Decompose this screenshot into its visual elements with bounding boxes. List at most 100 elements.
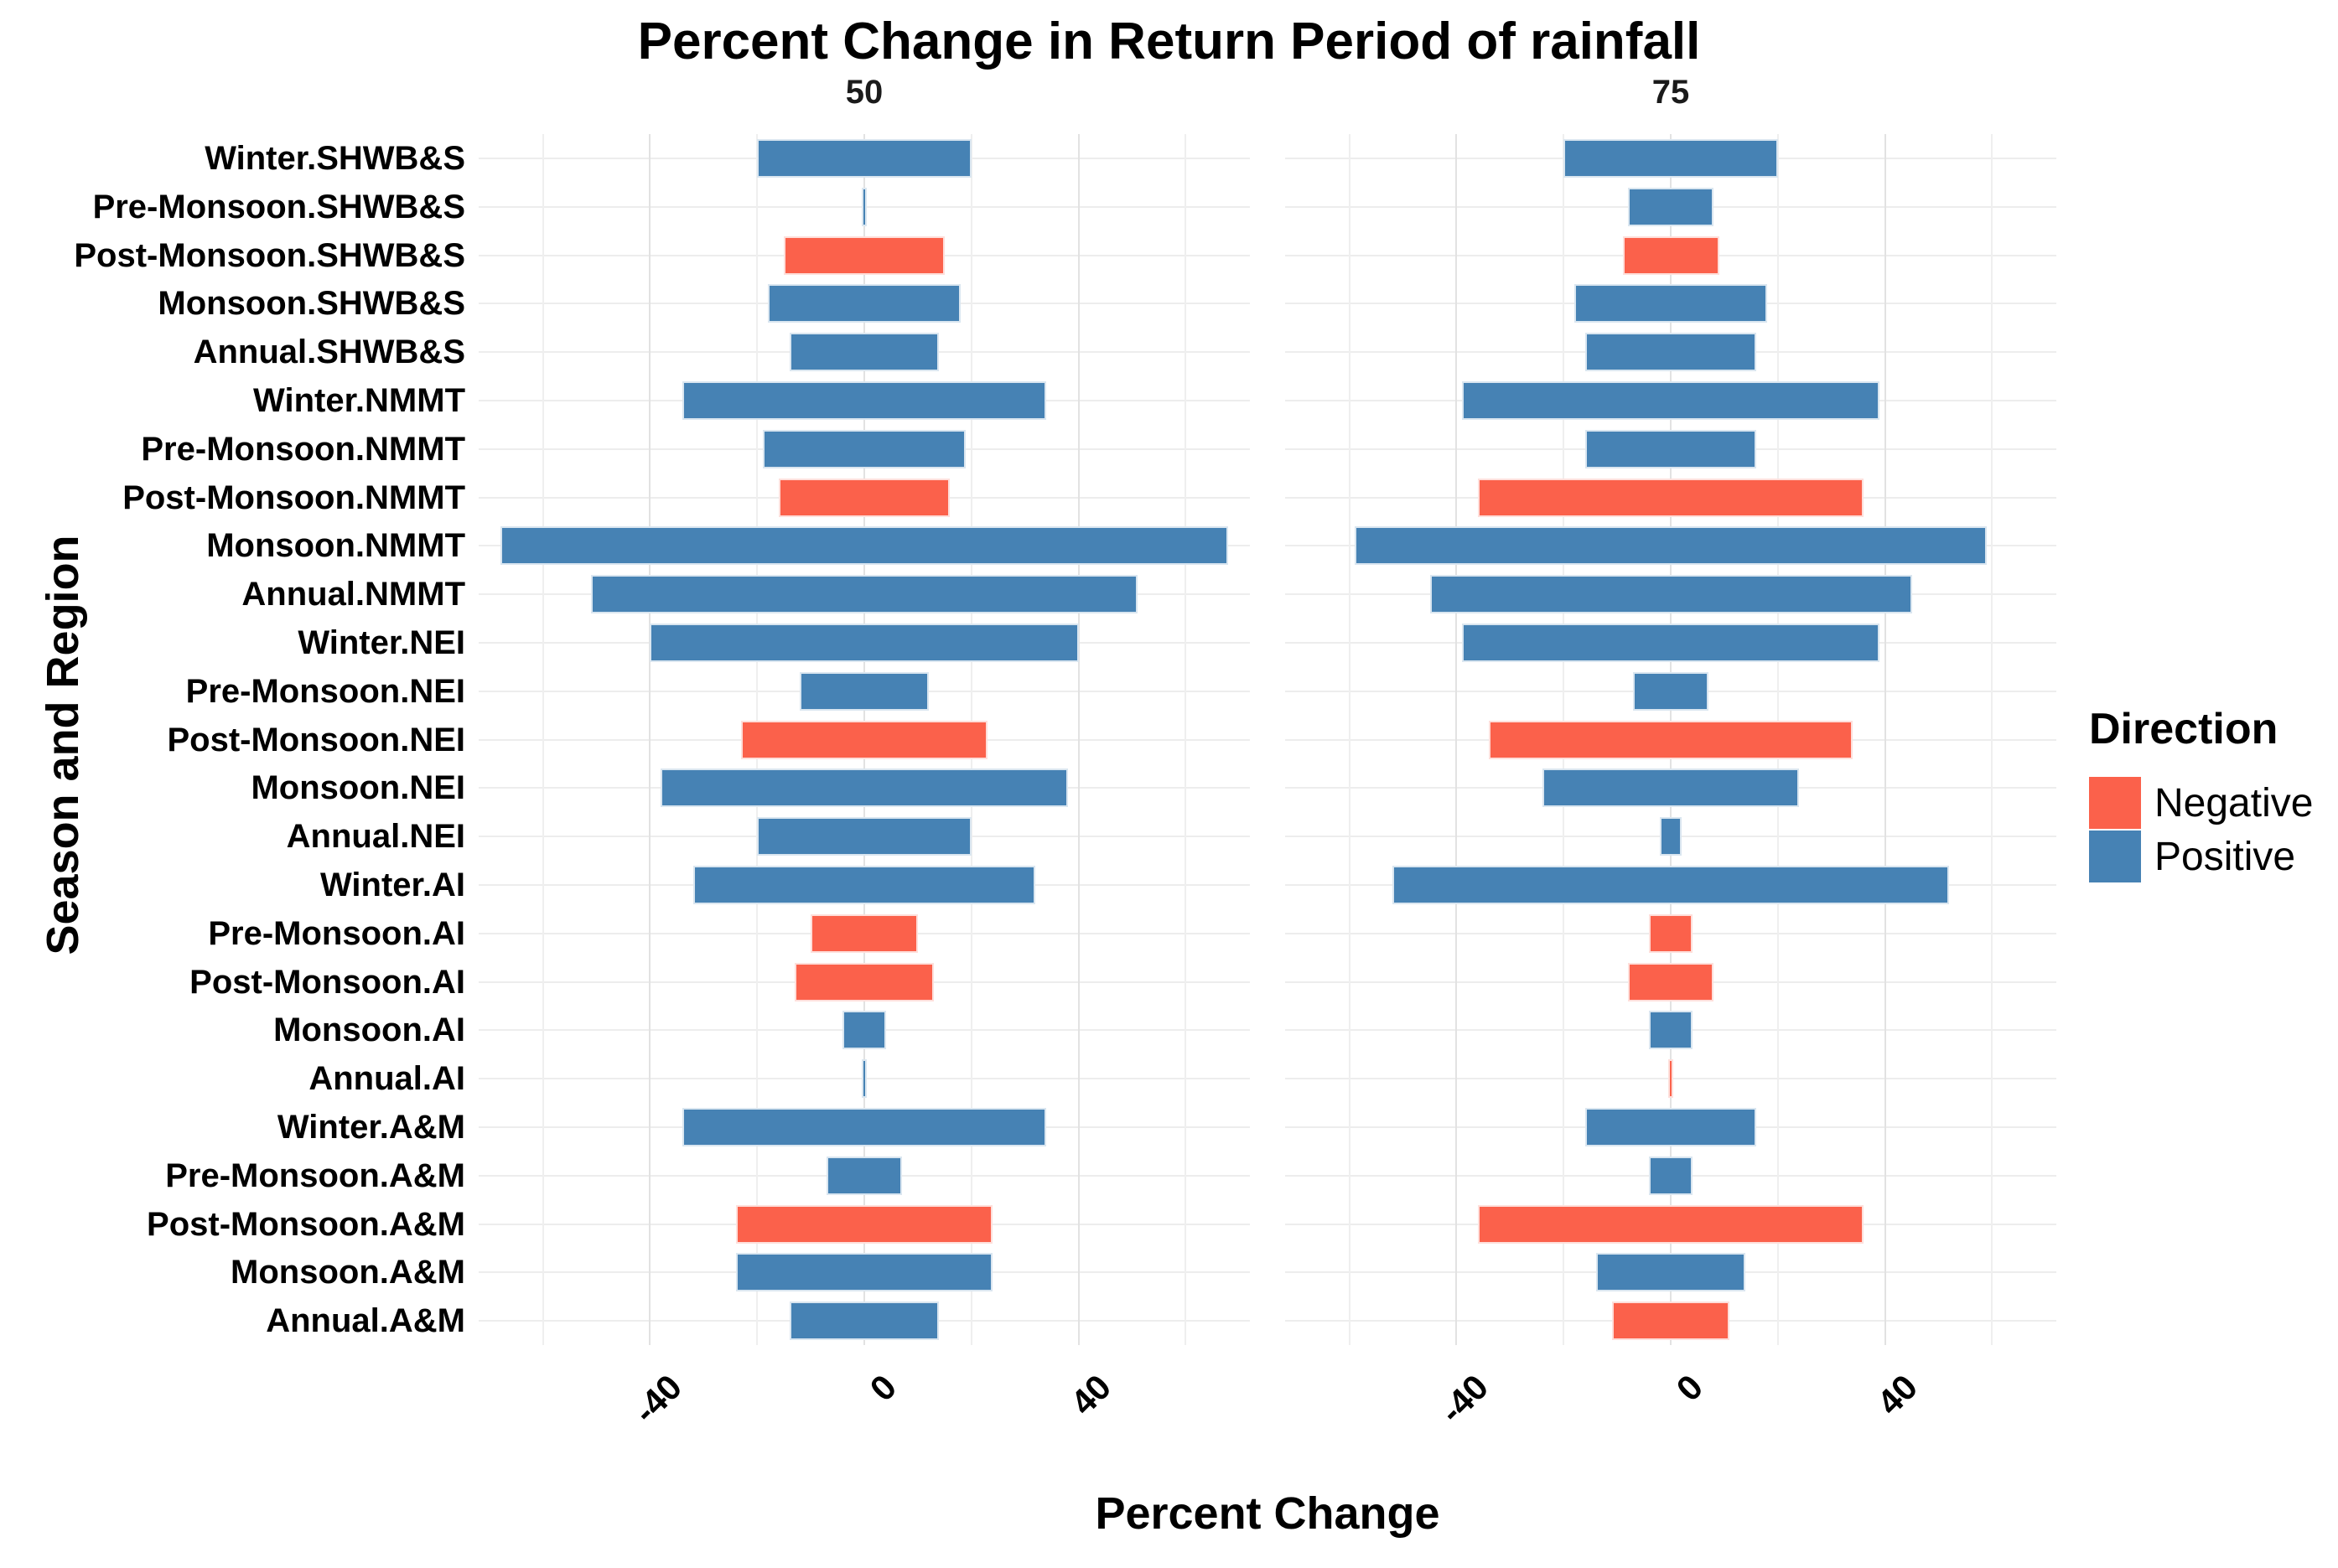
x-tick-label: 40 <box>1062 1367 1118 1423</box>
facet-panel-50 <box>479 134 1250 1345</box>
y-axis-label-Winter.AI: Winter.AI <box>320 866 465 903</box>
bar-75-Winter.AI <box>1392 866 1950 904</box>
bar-50-Winter.NEI <box>650 624 1079 662</box>
x-tick-label: 40 <box>1869 1367 1925 1423</box>
y-axis-label-Post-Monsoon.NEI: Post-Monsoon.NEI <box>167 721 465 758</box>
y-axis-label-Pre-Monsoon.AI: Pre-Monsoon.AI <box>208 914 465 952</box>
y-axis-label-Winter.NEI: Winter.NEI <box>298 624 465 661</box>
bar-50-Monsoon.A&M <box>735 1253 993 1291</box>
legend: Direction Negative Positive <box>2089 704 2332 883</box>
bar-50-Monsoon.AI <box>842 1011 886 1049</box>
y-axis-label-Annual.A&M: Annual.A&M <box>266 1302 465 1340</box>
bar-50-Post-Monsoon.NMMT <box>778 479 951 517</box>
y-axis-label-Annual.SHWB&S: Annual.SHWB&S <box>193 334 465 371</box>
y-axis-label-Winter.NMMT: Winter.NMMT <box>253 381 465 419</box>
bar-50-Annual.NEI <box>757 817 972 856</box>
bar-50-Post-Monsoon.AI <box>794 963 935 1001</box>
bar-50-Annual.SHWB&S <box>789 333 940 371</box>
bar-75-Pre-Monsoon.SHWB&S <box>1627 188 1714 226</box>
y-axis-label-Monsoon.A&M: Monsoon.A&M <box>231 1254 465 1291</box>
vertical-gridline-minor <box>1348 134 1350 1345</box>
bar-75-Annual.NMMT <box>1429 575 1912 613</box>
x-axis-title: Percent Change <box>1095 1488 1440 1539</box>
y-axis-label-Post-Monsoon.SHWB&S: Post-Monsoon.SHWB&S <box>74 236 465 274</box>
bar-50-Post-Monsoon.NEI <box>741 721 988 759</box>
bar-50-Winter.AI <box>692 866 1036 904</box>
facet-label-50: 50 <box>845 74 884 111</box>
bar-75-Pre-Monsoon.AI <box>1649 914 1693 953</box>
vertical-gridline-minor <box>1185 134 1187 1345</box>
bar-75-Pre-Monsoon.A&M <box>1649 1157 1693 1195</box>
vertical-gridline-major <box>649 134 651 1345</box>
vertical-gridline-major <box>1884 134 1886 1345</box>
y-axis-label-Monsoon.AI: Monsoon.AI <box>273 1012 465 1049</box>
bar-75-Annual.SHWB&S <box>1584 333 1757 371</box>
bar-75-Annual.A&M <box>1611 1301 1730 1340</box>
y-axis-label-Post-Monsoon.A&M: Post-Monsoon.A&M <box>147 1205 465 1243</box>
y-axis-label-Annual.AI: Annual.AI <box>308 1060 465 1098</box>
bar-75-Post-Monsoon.SHWB&S <box>1622 236 1719 275</box>
y-axis-label-Pre-Monsoon.A&M: Pre-Monsoon.A&M <box>165 1157 465 1194</box>
vertical-gridline-minor <box>1991 134 1993 1345</box>
x-tick-label: -40 <box>1432 1367 1496 1431</box>
y-axis-label-Annual.NEI: Annual.NEI <box>286 818 465 856</box>
y-axis-label-Pre-Monsoon.NMMT: Pre-Monsoon.NMMT <box>141 430 465 468</box>
bar-50-Pre-Monsoon.NEI <box>800 672 929 711</box>
bar-75-Monsoon.AI <box>1649 1011 1693 1049</box>
bar-75-Winter.NEI <box>1461 624 1880 662</box>
legend-label-positive: Positive <box>2154 834 2296 879</box>
y-axis-label-Pre-Monsoon.SHWB&S: Pre-Monsoon.SHWB&S <box>92 188 465 225</box>
bar-75-Post-Monsoon.NEI <box>1488 721 1853 759</box>
bar-75-Pre-Monsoon.NMMT <box>1584 430 1757 468</box>
bar-75-Winter.NMMT <box>1461 381 1880 420</box>
bar-50-Post-Monsoon.SHWB&S <box>784 236 945 275</box>
bar-75-Winter.SHWB&S <box>1563 139 1778 178</box>
bar-75-Annual.NEI <box>1660 817 1682 856</box>
bar-50-Pre-Monsoon.NMMT <box>762 430 967 468</box>
facet-label-75: 75 <box>1651 74 1690 111</box>
bar-75-Pre-Monsoon.NEI <box>1633 672 1708 711</box>
bar-75-Annual.AI <box>1668 1059 1673 1098</box>
bar-75-Post-Monsoon.AI <box>1627 963 1714 1001</box>
legend-item-negative: Negative <box>2089 776 2332 830</box>
bar-75-Winter.A&M <box>1584 1108 1757 1146</box>
bar-50-Annual.A&M <box>789 1301 940 1340</box>
bar-50-Winter.SHWB&S <box>757 139 972 178</box>
bar-50-Monsoon.SHWB&S <box>768 284 961 323</box>
y-axis-label-Winter.A&M: Winter.A&M <box>277 1108 465 1146</box>
bar-50-Monsoon.NEI <box>661 768 1068 807</box>
y-axis-label-Pre-Monsoon.NEI: Pre-Monsoon.NEI <box>185 672 465 710</box>
bar-75-Monsoon.NMMT <box>1355 526 1987 565</box>
x-tick-label: 0 <box>862 1367 905 1409</box>
legend-item-positive: Positive <box>2089 830 2332 883</box>
bar-50-Pre-Monsoon.A&M <box>827 1157 902 1195</box>
y-axis-label-Monsoon.SHWB&S: Monsoon.SHWB&S <box>158 285 465 323</box>
bar-50-Pre-Monsoon.SHWB&S <box>861 188 868 226</box>
bar-50-Post-Monsoon.A&M <box>735 1205 993 1244</box>
x-tick-label: 0 <box>1668 1367 1711 1409</box>
x-tick-label: -40 <box>625 1367 690 1431</box>
negative-swatch-icon <box>2089 777 2141 829</box>
bar-75-Post-Monsoon.NMMT <box>1478 479 1864 517</box>
y-axis-label-Monsoon.NEI: Monsoon.NEI <box>251 769 465 807</box>
bar-50-Annual.AI <box>862 1059 867 1098</box>
bar-50-Winter.NMMT <box>682 381 1047 420</box>
legend-title: Direction <box>2089 705 2278 753</box>
positive-swatch-icon <box>2089 831 2141 882</box>
vertical-gridline-major <box>1455 134 1458 1345</box>
bar-75-Monsoon.NEI <box>1542 768 1800 807</box>
y-axis-label-Winter.SHWB&S: Winter.SHWB&S <box>205 139 465 177</box>
bar-50-Pre-Monsoon.AI <box>811 914 918 953</box>
y-axis-label-Monsoon.NMMT: Monsoon.NMMT <box>206 527 465 565</box>
facet-panel-75 <box>1285 134 2056 1345</box>
bar-75-Monsoon.SHWB&S <box>1574 284 1767 323</box>
y-axis-label-Post-Monsoon.AI: Post-Monsoon.AI <box>189 963 465 1001</box>
chart-title: Percent Change in Return Period of rainf… <box>637 13 1701 70</box>
bar-75-Post-Monsoon.A&M <box>1478 1205 1864 1244</box>
legend-label-negative: Negative <box>2154 780 2314 825</box>
vertical-gridline-minor <box>542 134 544 1345</box>
bar-50-Monsoon.NMMT <box>500 526 1229 565</box>
vertical-gridline-major <box>1077 134 1080 1345</box>
bar-50-Annual.NMMT <box>591 575 1138 613</box>
